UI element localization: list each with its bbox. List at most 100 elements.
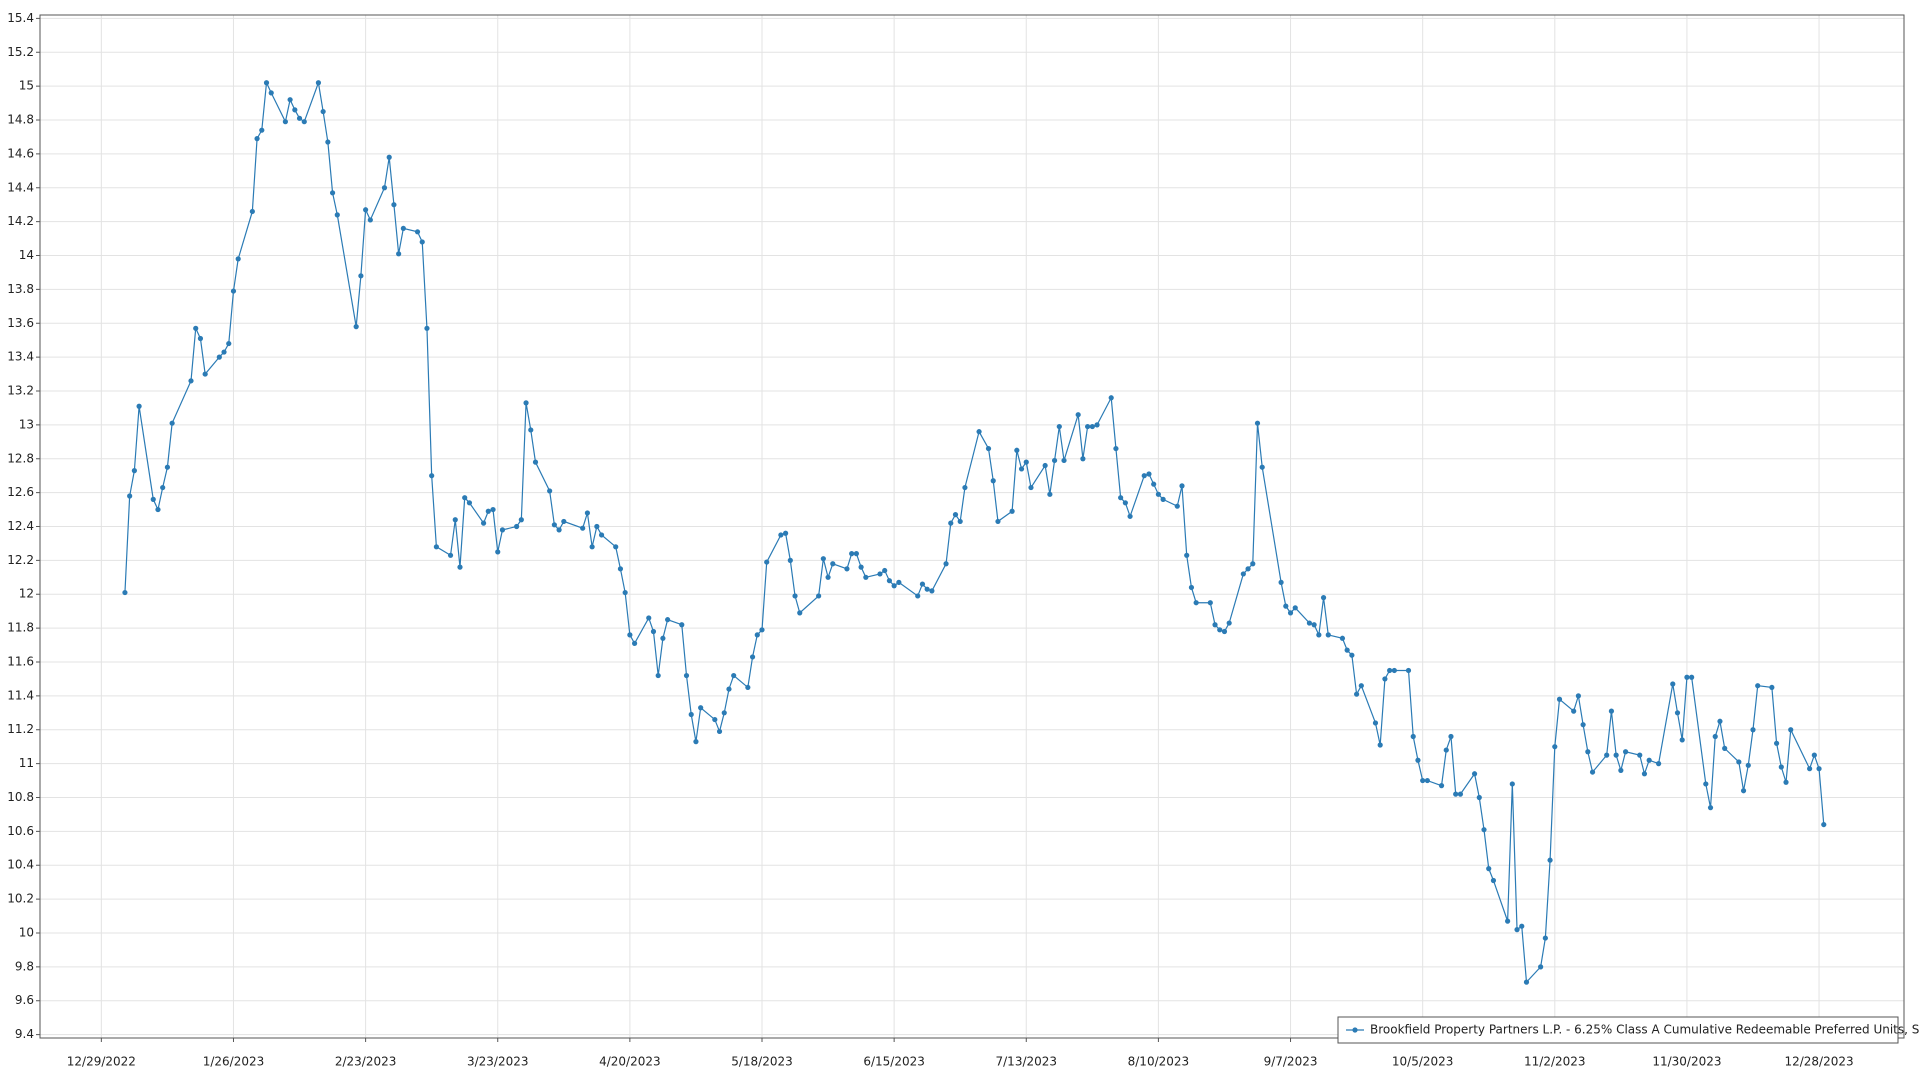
data-point	[466, 500, 473, 506]
y-tick-label: 15	[19, 79, 34, 93]
data-point	[1155, 491, 1161, 497]
data-point	[1018, 466, 1025, 472]
data-point	[514, 523, 520, 530]
y-tick-label: 9.8	[15, 959, 34, 973]
data-point	[414, 229, 421, 235]
data-point	[1108, 395, 1114, 401]
data-point	[1613, 752, 1619, 758]
data-point	[1212, 622, 1218, 628]
data-point	[164, 464, 171, 470]
data-point	[160, 484, 166, 491]
x-tick-label: 12/28/2023	[1784, 1055, 1853, 1069]
y-tick-label: 12.8	[7, 451, 34, 465]
data-point	[329, 190, 336, 196]
data-point	[400, 225, 406, 232]
y-tick-label: 13.2	[7, 384, 34, 398]
data-point	[230, 288, 237, 294]
data-point	[1174, 503, 1180, 509]
y-tick-label: 11.2	[7, 722, 34, 736]
data-point	[1486, 866, 1492, 872]
data-point	[1670, 681, 1676, 687]
data-point	[1311, 622, 1317, 628]
data-point	[778, 532, 784, 538]
data-point	[1750, 727, 1756, 733]
x-tick-label: 6/15/2023	[863, 1055, 925, 1069]
data-point	[688, 711, 694, 718]
data-point	[1707, 805, 1714, 811]
data-point	[650, 628, 657, 635]
data-point	[1618, 767, 1624, 773]
data-point	[1250, 561, 1256, 567]
data-point	[584, 510, 591, 516]
data-point	[363, 207, 369, 213]
data-point	[825, 574, 831, 580]
data-point	[216, 354, 222, 360]
data-point	[127, 493, 133, 499]
data-point	[830, 561, 836, 567]
data-point	[1184, 552, 1190, 558]
data-point	[457, 564, 463, 570]
y-tick-label: 14	[19, 248, 34, 262]
data-point	[249, 208, 255, 215]
data-point	[1585, 749, 1591, 755]
data-point	[1490, 877, 1497, 884]
data-point	[726, 686, 732, 692]
data-point	[1193, 600, 1199, 606]
data-point	[995, 518, 1001, 525]
y-tick-label: 11.8	[7, 621, 34, 635]
data-point	[518, 517, 524, 523]
data-point	[962, 484, 968, 491]
data-point	[1358, 683, 1364, 689]
data-point	[1372, 720, 1379, 726]
data-point	[1391, 667, 1397, 674]
data-point	[1283, 603, 1289, 609]
data-point	[1811, 752, 1817, 758]
data-point	[1552, 744, 1558, 750]
data-point	[1717, 718, 1723, 724]
data-point	[646, 615, 652, 621]
data-point	[877, 571, 883, 577]
data-point	[679, 622, 685, 628]
data-point	[1509, 781, 1515, 787]
data-point	[990, 478, 996, 484]
data-point	[1047, 491, 1053, 497]
data-point	[1755, 683, 1761, 689]
data-point	[1453, 791, 1459, 797]
data-point	[693, 739, 699, 745]
data-point	[613, 544, 619, 550]
data-point	[1542, 935, 1548, 941]
data-point	[1160, 496, 1166, 503]
y-tick-label: 13.8	[7, 282, 34, 296]
data-point	[721, 710, 727, 716]
data-point	[1769, 684, 1775, 691]
data-point	[532, 459, 539, 465]
data-point	[948, 520, 954, 526]
x-tick-label: 10/5/2023	[1392, 1055, 1454, 1069]
data-point	[712, 716, 718, 723]
data-point	[282, 119, 288, 125]
data-point	[1641, 771, 1648, 777]
y-tick-label: 11	[19, 756, 34, 770]
y-tick-label: 12.6	[7, 485, 34, 499]
y-tick-label: 10.6	[7, 824, 34, 838]
data-point	[1382, 676, 1388, 682]
data-point	[1023, 459, 1029, 465]
data-point	[1245, 566, 1251, 572]
data-point	[424, 325, 430, 331]
data-point	[523, 400, 529, 406]
data-point	[499, 527, 506, 533]
data-point	[1028, 484, 1034, 491]
data-point	[698, 705, 704, 711]
data-point	[1188, 584, 1195, 591]
y-tick-label: 13.6	[7, 316, 34, 330]
data-point	[797, 610, 803, 616]
data-point	[1476, 794, 1482, 801]
data-point	[447, 552, 454, 558]
y-tick-label: 9.4	[15, 1027, 34, 1041]
y-tick-label: 12.2	[7, 553, 34, 567]
data-point	[1722, 745, 1728, 751]
data-point	[816, 593, 822, 599]
data-point	[1816, 766, 1822, 772]
y-tick-label: 11.4	[7, 688, 34, 702]
